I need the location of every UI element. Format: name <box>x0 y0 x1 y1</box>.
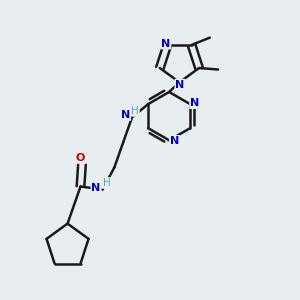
Text: N: N <box>161 38 170 49</box>
Text: N: N <box>92 183 101 193</box>
Text: N: N <box>176 80 185 90</box>
Text: H: H <box>103 178 111 188</box>
Text: N: N <box>190 98 200 108</box>
Text: N: N <box>121 110 130 120</box>
Text: N: N <box>170 136 179 146</box>
Text: H: H <box>131 106 139 116</box>
Text: O: O <box>76 153 85 163</box>
